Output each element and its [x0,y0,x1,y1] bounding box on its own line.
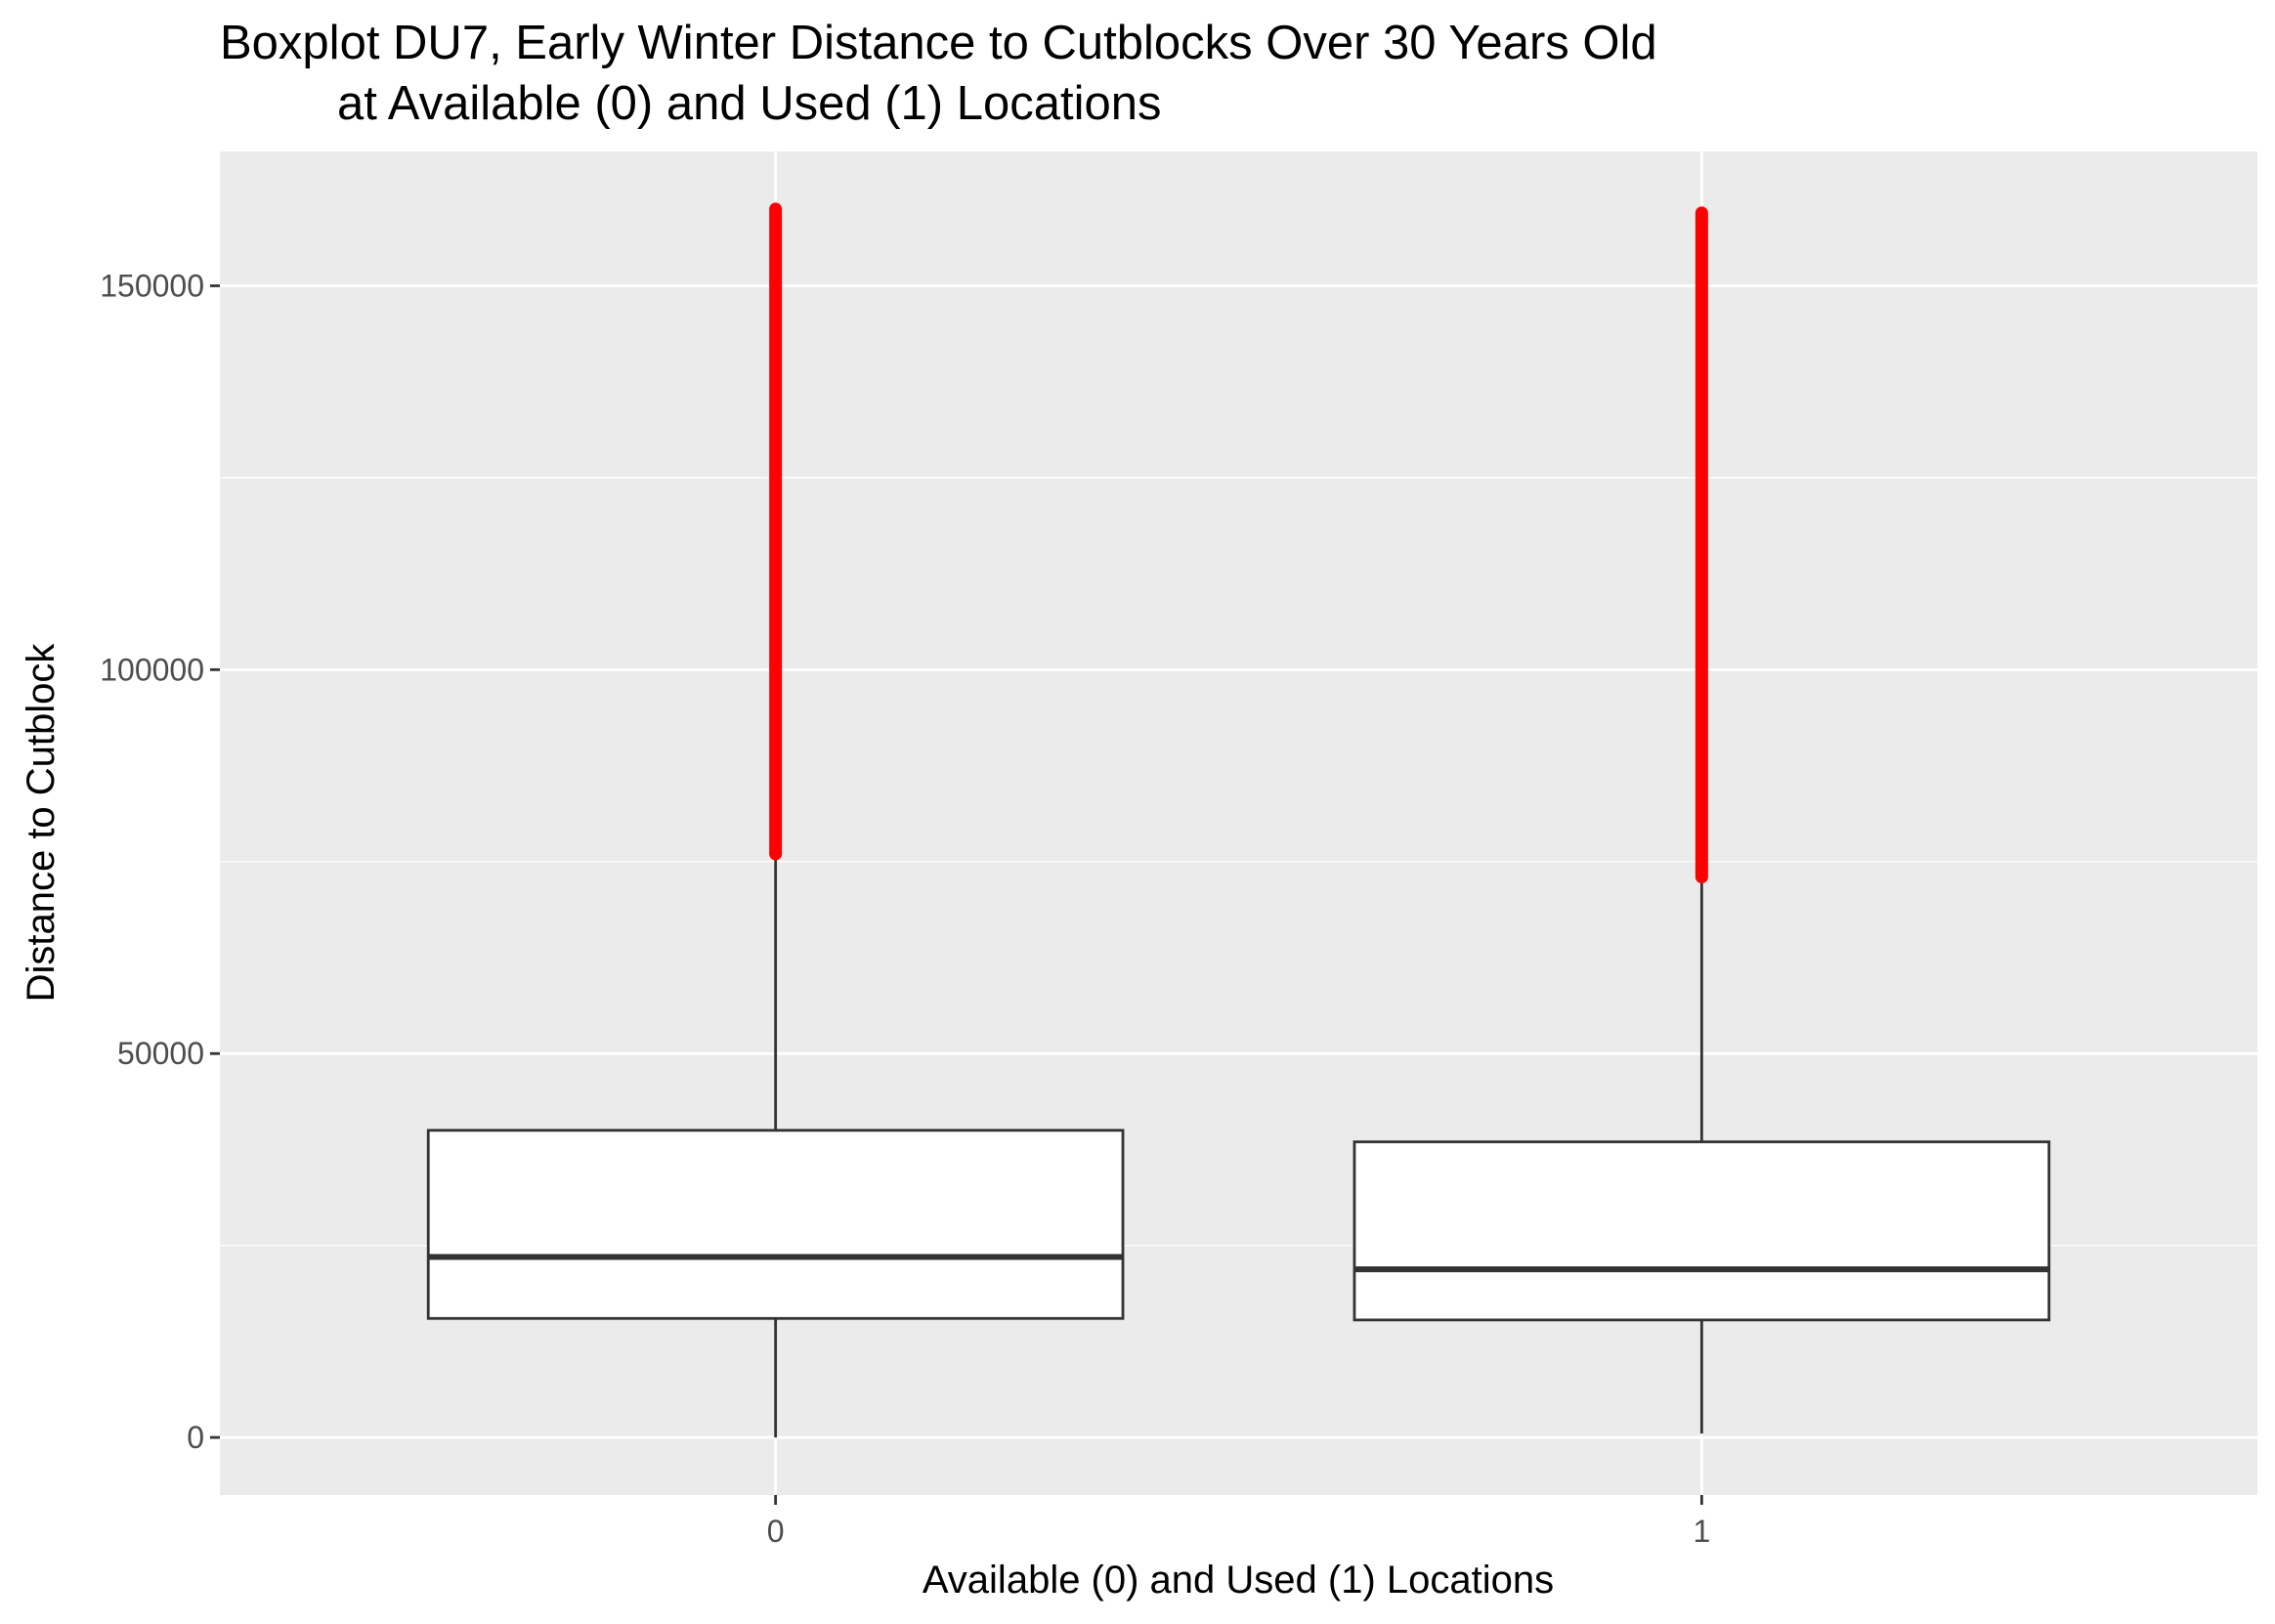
chart-title-line-2: at Available (0) and Used (1) Locations [337,77,1162,130]
y-tick-label: 150000 [100,269,204,304]
x-tick-label: 1 [1693,1514,1710,1549]
box-series [426,202,2051,1438]
y-axis-title: Distance to Cutblock [20,643,63,1003]
box-0 [426,202,1125,1438]
iqr-box [426,1129,1125,1320]
chart-title-line-1: Boxplot DU7, Early Winter Distance to Cu… [220,17,1657,69]
box-1 [1352,206,2051,1434]
y-tick-label: 0 [187,1420,204,1455]
x-axis-title: Available (0) and Used (1) Locations [923,1559,1554,1602]
iqr-box [1352,1140,2051,1322]
y-axis: 0 50000 100000 150000 [100,269,220,1455]
y-tick-label: 50000 [117,1036,204,1071]
x-tick-label: 0 [767,1514,785,1549]
y-tick-label: 100000 [100,652,204,687]
